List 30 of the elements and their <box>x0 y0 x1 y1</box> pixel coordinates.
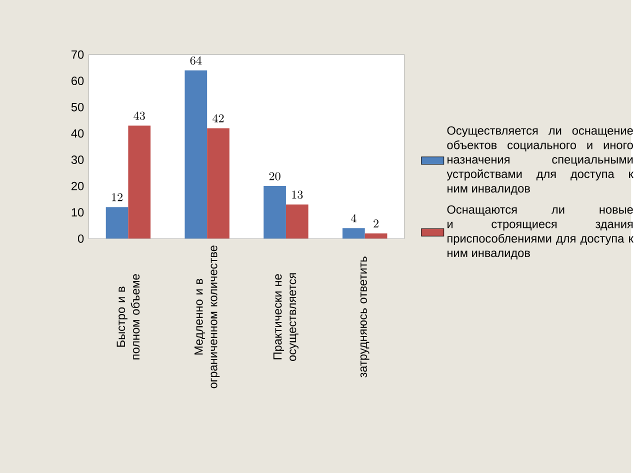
y-tick-label: 20 <box>72 182 84 190</box>
y-tick-label: 30 <box>71 155 84 164</box>
bar <box>286 204 308 238</box>
data-label: 13 <box>292 190 303 199</box>
bar <box>106 206 128 238</box>
y-tick-label: 50 <box>71 102 84 112</box>
bar <box>342 228 365 238</box>
x-tick-label: затрудняюсь ответить <box>360 256 370 378</box>
data-label: 43 <box>134 111 145 120</box>
y-tick-label: 60 <box>72 76 84 85</box>
legend-label: Оснащаются ли новые и строящиеся здания приспособлениями для доступа к ним инвалидов <box>447 205 634 260</box>
data-label: 12 <box>112 193 122 201</box>
data-label: 64 <box>190 56 202 64</box>
bar <box>264 186 286 238</box>
bar <box>128 125 151 238</box>
x-tick-label: Медленно и в ограниченном количестве <box>194 245 220 388</box>
data-label: 20 <box>269 172 280 180</box>
data-label: 42 <box>212 114 224 122</box>
y-tick-label: 70 <box>72 50 84 59</box>
bar <box>207 128 230 238</box>
data-label: 2 <box>374 219 378 228</box>
data-label: 4 <box>350 214 356 222</box>
legend-label: Осуществляется ли оснащение объектов социального и иного назначения специальными устройствами для доступа к ним инвалидов <box>446 126 634 195</box>
x-tick-label: Практически не осуществляется <box>273 273 298 361</box>
y-tick-label: 40 <box>71 129 84 138</box>
bar <box>184 70 208 238</box>
bar <box>364 233 388 238</box>
y-tick-label: 0 <box>78 234 84 243</box>
x-tick-label: Быстро и в полном объеме <box>116 274 140 360</box>
y-tick-label: 10 <box>72 208 84 216</box>
